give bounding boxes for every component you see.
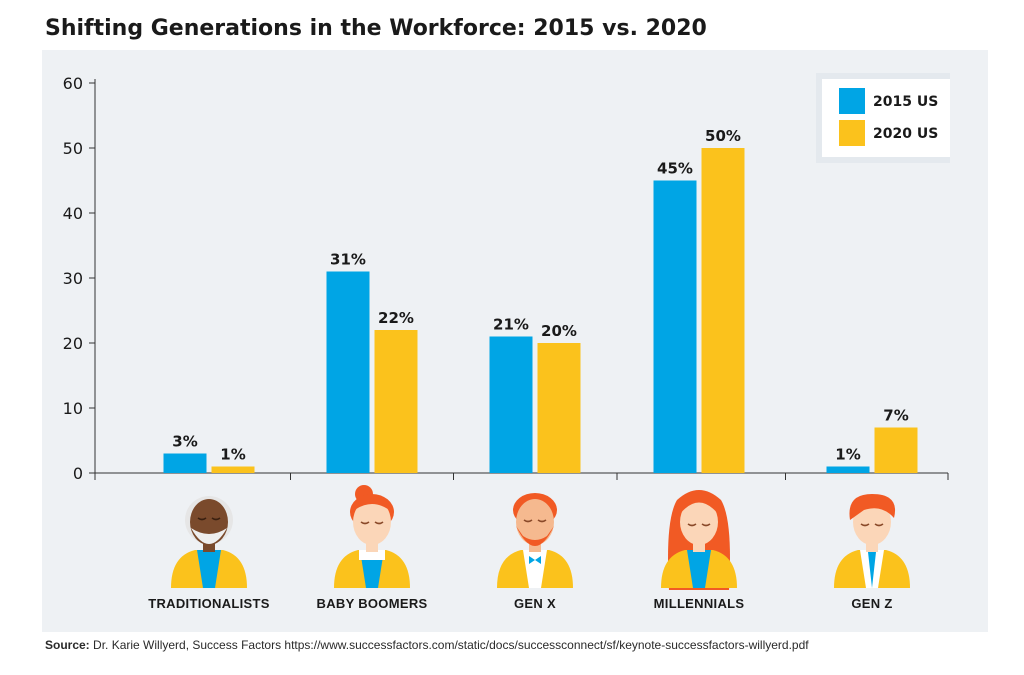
source-note: Source: Dr. Karie Willyerd, Success Fact… — [45, 638, 809, 652]
y-tick-label: 20 — [63, 334, 83, 353]
data-label: 7% — [883, 407, 908, 425]
y-axis: 0 10 20 30 40 50 60 — [63, 74, 96, 483]
long-haired-woman-avatar — [661, 490, 737, 590]
elderly-man-avatar — [171, 496, 247, 588]
legend-label: 2015 US — [873, 94, 938, 110]
y-tick-label: 40 — [63, 204, 83, 223]
data-label: 45% — [657, 160, 693, 178]
data-label: 20% — [541, 322, 577, 340]
bearded-man-avatar — [497, 493, 573, 588]
bar — [874, 427, 918, 473]
y-tick-label: 50 — [63, 139, 83, 158]
woman-with-bun-avatar — [334, 485, 410, 588]
bars — [163, 148, 918, 473]
data-label: 22% — [378, 309, 414, 327]
bar — [211, 466, 255, 473]
legend-swatch — [839, 120, 865, 146]
data-label: 50% — [705, 127, 741, 145]
category-labels: TRADITIONALISTS BABY BOOMERS GEN X MILLENNI… — [148, 596, 892, 611]
category-label: MILLENNIALS — [654, 596, 745, 611]
avatars — [171, 485, 910, 590]
y-tick-label: 30 — [63, 269, 83, 288]
chart-title: Shifting Generations in the Workforce: 2… — [45, 16, 707, 41]
data-label: 21% — [493, 316, 529, 334]
y-tick-label: 60 — [63, 74, 83, 93]
data-label: 31% — [330, 251, 366, 269]
legend-swatch — [839, 88, 865, 114]
source-label: Source: — [45, 638, 90, 652]
category-label: TRADITIONALISTS — [148, 596, 270, 611]
source-text: Dr. Karie Willyerd, Success Factors http… — [93, 638, 809, 652]
y-tick-label: 0 — [73, 464, 83, 483]
data-label: 3% — [172, 433, 197, 451]
data-label: 1% — [835, 446, 860, 464]
legend: 2015 US 2020 US — [816, 73, 950, 163]
legend-label: 2020 US — [873, 126, 938, 142]
bar — [537, 343, 581, 473]
bar — [701, 148, 745, 473]
bar — [653, 180, 697, 473]
data-label: 1% — [220, 446, 245, 464]
bar — [163, 453, 207, 473]
category-label: GEN Z — [851, 596, 892, 611]
y-tick-label: 10 — [63, 399, 83, 418]
category-label: GEN X — [514, 596, 556, 611]
category-label: BABY BOOMERS — [317, 596, 428, 611]
young-man-avatar — [834, 494, 910, 588]
bar — [326, 271, 370, 473]
bar — [374, 330, 418, 473]
bar — [489, 336, 533, 473]
x-axis — [94, 472, 949, 480]
bar — [826, 466, 870, 473]
data-labels: 3% 1% 31% 22% 21% 20% 45% 50% 1% 7% — [172, 127, 908, 464]
